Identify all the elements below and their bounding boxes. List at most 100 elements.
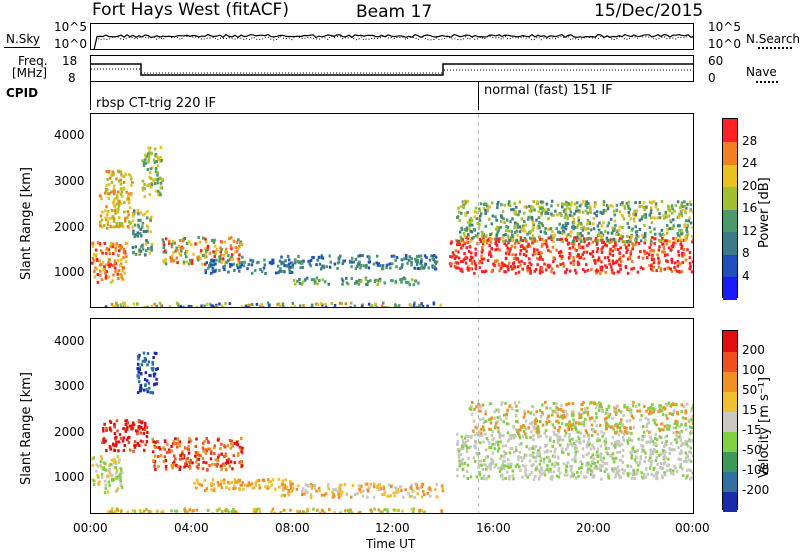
power-cell bbox=[597, 233, 601, 237]
power-cell bbox=[355, 280, 358, 284]
power-cell bbox=[104, 274, 108, 278]
power-cell bbox=[263, 258, 266, 262]
power-cell bbox=[574, 209, 578, 213]
velocity-cell bbox=[626, 472, 630, 476]
power-cell bbox=[242, 264, 246, 268]
power-cell bbox=[672, 243, 675, 247]
power-cell bbox=[561, 225, 565, 228]
power-cell bbox=[465, 246, 468, 250]
velocity-cell bbox=[224, 462, 228, 465]
velocity-cell bbox=[328, 508, 331, 512]
velocity-cell bbox=[572, 410, 575, 413]
power-cell bbox=[114, 244, 118, 247]
power-cell bbox=[112, 184, 116, 188]
velocity-cell bbox=[154, 454, 157, 458]
power-cell bbox=[678, 229, 681, 232]
velocity-cell bbox=[110, 458, 114, 462]
power-cell bbox=[143, 187, 147, 191]
power-cell bbox=[480, 212, 483, 216]
power-cell bbox=[671, 207, 674, 211]
power-cell bbox=[98, 259, 101, 263]
velocity-cell bbox=[557, 429, 560, 432]
power-cell bbox=[116, 193, 119, 197]
velocity-cell bbox=[547, 415, 550, 419]
power-cell bbox=[501, 261, 504, 265]
velocity-cell bbox=[652, 467, 655, 471]
power-ytick-4000: 4000 bbox=[54, 128, 85, 142]
power-cell bbox=[658, 238, 661, 242]
power-cell bbox=[648, 264, 651, 267]
power-cell bbox=[635, 209, 639, 213]
velocity-cell bbox=[593, 402, 597, 406]
velocity-cell bbox=[561, 416, 565, 420]
velocity-cell bbox=[605, 462, 609, 466]
power-cell bbox=[133, 209, 136, 213]
velocity-cell bbox=[491, 461, 494, 465]
freq-unit-label: [MHz] bbox=[12, 66, 48, 80]
power-cell bbox=[578, 235, 581, 239]
power-cell bbox=[113, 261, 116, 265]
power-cell bbox=[150, 305, 153, 307]
power-cell bbox=[581, 245, 584, 249]
power-cell bbox=[157, 189, 160, 193]
power-cell bbox=[650, 221, 654, 225]
velocity-cell bbox=[162, 446, 165, 450]
power-cell bbox=[210, 263, 213, 267]
power-cell bbox=[385, 263, 389, 267]
velocity-cell bbox=[649, 456, 652, 460]
power-cell bbox=[593, 211, 596, 215]
velocity-cell bbox=[185, 457, 188, 461]
power-cell bbox=[600, 224, 604, 228]
velocity-cell bbox=[621, 424, 624, 427]
velocity-cell bbox=[132, 449, 135, 453]
power-cell bbox=[691, 234, 693, 238]
velocity-cell bbox=[635, 455, 638, 459]
power-cell bbox=[517, 213, 520, 217]
velocity-cell bbox=[592, 457, 596, 461]
power-cell bbox=[620, 213, 624, 217]
power-cell bbox=[294, 282, 297, 286]
power-cell bbox=[209, 302, 212, 306]
power-cell bbox=[147, 183, 151, 187]
power-cell bbox=[410, 260, 413, 264]
velocity-cell bbox=[599, 404, 602, 408]
velocity-cell bbox=[250, 482, 254, 486]
power-cell bbox=[462, 240, 465, 244]
velocity-cell bbox=[644, 416, 648, 420]
velocity-cell bbox=[595, 453, 598, 457]
velocity-cell bbox=[103, 440, 106, 444]
power-cell bbox=[400, 265, 404, 269]
velocity-cell bbox=[691, 418, 693, 422]
velocity-cell bbox=[622, 414, 625, 417]
velocity-cell bbox=[505, 416, 508, 420]
velocity-cell bbox=[214, 458, 218, 462]
velocity-cell bbox=[572, 441, 576, 445]
power-cell bbox=[555, 213, 559, 217]
velocity-cell bbox=[587, 461, 590, 465]
power-cell bbox=[259, 304, 262, 307]
velocity-cell bbox=[605, 468, 608, 472]
power-cell bbox=[366, 307, 369, 308]
velocity-cell bbox=[373, 507, 376, 511]
power-cell bbox=[336, 267, 339, 270]
power-cell bbox=[573, 212, 576, 216]
power-cell bbox=[459, 239, 463, 243]
power-cell bbox=[501, 263, 505, 267]
power-cell bbox=[121, 225, 125, 229]
power-cell bbox=[298, 278, 301, 281]
velocity-cell bbox=[478, 434, 482, 438]
power-cell bbox=[672, 237, 675, 241]
power-cell bbox=[529, 271, 532, 275]
power-cell bbox=[118, 249, 121, 253]
power-cell bbox=[94, 248, 98, 252]
velocity-cell bbox=[475, 405, 478, 409]
velocity-cell bbox=[510, 462, 513, 466]
velocity-cell bbox=[543, 473, 547, 477]
power-cell bbox=[676, 264, 679, 268]
power-cell bbox=[460, 211, 463, 215]
power-cell bbox=[530, 217, 534, 221]
power-cell bbox=[486, 204, 489, 208]
velocity-cell bbox=[393, 494, 396, 498]
velocity-cell bbox=[152, 367, 155, 370]
velocity-cell bbox=[575, 430, 578, 434]
